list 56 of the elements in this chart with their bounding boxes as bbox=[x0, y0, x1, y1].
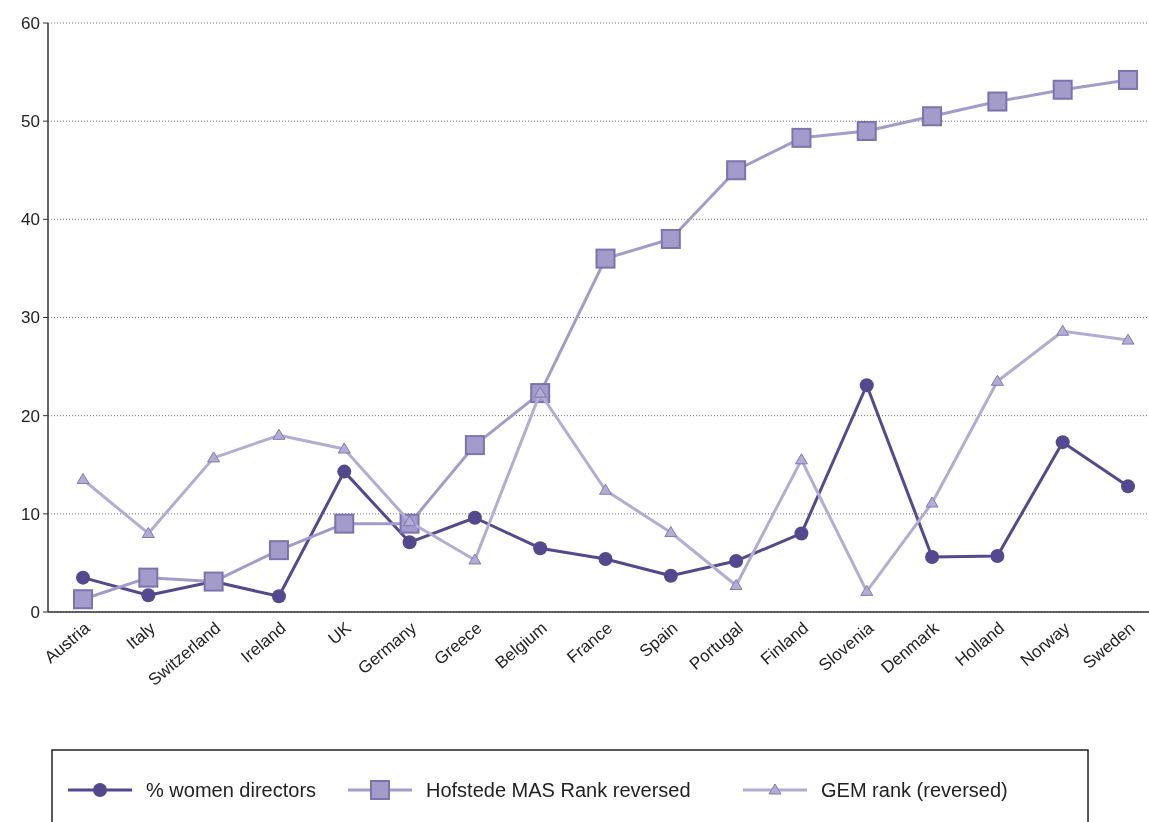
legend-label: % women directors bbox=[146, 779, 317, 801]
point bbox=[1052, 79, 1073, 100]
point bbox=[76, 472, 90, 484]
point bbox=[1121, 479, 1135, 494]
point bbox=[599, 483, 612, 495]
point bbox=[207, 451, 221, 463]
legend-label: GEM rank (reversed) bbox=[821, 779, 1008, 801]
point bbox=[533, 541, 548, 556]
point bbox=[1056, 324, 1070, 336]
y-tick-label: 10 bbox=[21, 504, 40, 524]
y-tick-label: 0 bbox=[30, 602, 40, 622]
point bbox=[925, 550, 940, 565]
point bbox=[73, 589, 93, 610]
point bbox=[987, 91, 1008, 112]
point bbox=[337, 442, 351, 454]
y-tick-label: 30 bbox=[21, 308, 40, 328]
point bbox=[468, 553, 482, 565]
point bbox=[141, 588, 156, 603]
point bbox=[794, 453, 808, 465]
point bbox=[729, 578, 743, 590]
point bbox=[791, 127, 812, 148]
point bbox=[337, 464, 352, 479]
point bbox=[860, 584, 874, 596]
point bbox=[990, 549, 1005, 564]
point bbox=[1055, 435, 1070, 450]
y-tick-label: 40 bbox=[21, 210, 40, 230]
point bbox=[271, 589, 286, 604]
point bbox=[138, 567, 159, 588]
point bbox=[859, 378, 874, 393]
point bbox=[141, 526, 155, 538]
y-tick-label: 50 bbox=[21, 112, 40, 132]
point bbox=[402, 535, 417, 550]
point bbox=[334, 513, 355, 534]
point bbox=[663, 568, 678, 583]
point bbox=[664, 525, 678, 537]
point bbox=[922, 106, 943, 127]
legend-label: Hofstede MAS Rank reversed bbox=[426, 779, 691, 801]
y-tick-label: 60 bbox=[21, 13, 40, 33]
x-tick-label: UK bbox=[324, 618, 356, 649]
y-tick-label: 20 bbox=[21, 406, 40, 426]
point bbox=[856, 120, 877, 141]
point bbox=[925, 496, 939, 508]
point bbox=[794, 526, 809, 541]
point bbox=[726, 160, 747, 181]
point bbox=[1121, 333, 1135, 345]
point bbox=[660, 228, 681, 249]
point bbox=[598, 551, 613, 566]
point bbox=[1118, 69, 1138, 90]
point bbox=[729, 553, 744, 568]
point bbox=[272, 428, 286, 440]
point bbox=[76, 570, 90, 585]
point bbox=[467, 510, 482, 525]
point bbox=[268, 540, 289, 561]
point bbox=[990, 374, 1004, 386]
point bbox=[464, 435, 485, 456]
point bbox=[595, 248, 616, 269]
